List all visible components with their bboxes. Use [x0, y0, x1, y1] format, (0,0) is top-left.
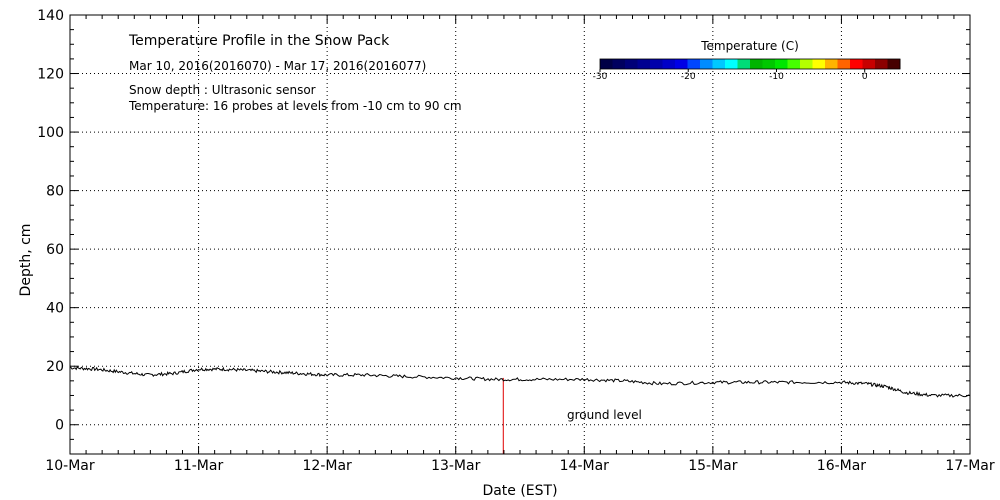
colorbar-cell	[600, 59, 613, 69]
axes-layer	[69, 14, 971, 455]
note-snow-depth: Snow depth : Ultrasonic sensor	[129, 83, 316, 97]
colorbar-title: Temperature (C)	[700, 39, 799, 53]
y-tick-label: 60	[46, 242, 64, 258]
temperature-colorbar: Temperature (C) -30 -20 -10 0	[593, 39, 901, 82]
y-tick-label: 20	[46, 359, 64, 375]
x-tick-label: 15-Mar	[688, 458, 738, 474]
ticks-layer: 0 20 40 60 80 100 120 140 10-Mar 11-Mar 12-Mar 13-M…	[37, 8, 995, 474]
y-tick-label: 40	[46, 301, 64, 317]
chart-subtitle: Mar 10, 2016(2016070) - Mar 17, 2016(201…	[129, 59, 426, 73]
x-tick-label: 17-Mar	[945, 458, 995, 474]
header-text-block: Temperature Profile in the Snow Pack Mar…	[128, 33, 462, 113]
colorbar-cell	[862, 59, 876, 69]
y-tick-label: 0	[55, 418, 64, 434]
colorbar-cell	[775, 59, 788, 69]
colorbar-tick-label: -10	[769, 72, 784, 82]
grid-layer	[70, 15, 970, 454]
colorbar-frame	[599, 58, 901, 70]
x-axis-label: Date (EST)	[482, 483, 557, 499]
colorbar-cell	[675, 59, 688, 69]
colorbar-cell	[612, 59, 626, 69]
ground-level-annotation: ground level	[567, 408, 642, 422]
colorbar-cell	[875, 59, 888, 69]
colorbar-ticks: -30 -20 -10 0	[593, 69, 868, 82]
colorbar-cell	[712, 59, 726, 69]
colorbar-cell	[762, 59, 776, 69]
colorbar-tick-label: -30	[593, 72, 608, 82]
x-tick-label: 11-Mar	[174, 458, 224, 474]
x-tick-label: 10-Mar	[45, 458, 95, 474]
colorbar-cell	[837, 59, 851, 69]
plot-frame	[69, 14, 971, 455]
y-tick-label: 100	[37, 125, 64, 141]
x-tick-label: 16-Mar	[817, 458, 867, 474]
x-tick-label: 13-Mar	[431, 458, 481, 474]
colorbar-cell	[662, 59, 676, 69]
colorbar-cell	[812, 59, 826, 69]
colorbar-cell	[700, 59, 713, 69]
note-temperature: Temperature: 16 probes at levels from -1…	[128, 99, 462, 113]
colorbar-tick-label: 0	[862, 72, 868, 82]
colorbar-cell	[887, 59, 901, 69]
colorbar-cell	[787, 59, 801, 69]
snow-depth-line	[69, 366, 971, 398]
y-axis-label: Depth, cm	[18, 224, 34, 297]
y-tick-label: 120	[37, 67, 64, 83]
colorbar-cell	[625, 59, 638, 69]
colorbar-cell	[825, 59, 838, 69]
x-tick-label: 14-Mar	[560, 458, 610, 474]
colorbar-cell	[850, 59, 863, 69]
colorbar-cells	[599, 58, 901, 70]
x-tick-label: 12-Mar	[303, 458, 353, 474]
colorbar-cell	[737, 59, 751, 69]
colorbar-cell	[800, 59, 813, 69]
y-tick-label: 80	[46, 184, 64, 200]
colorbar-cell	[750, 59, 763, 69]
chart-title: Temperature Profile in the Snow Pack	[128, 33, 390, 49]
y-tick-label: 140	[37, 8, 64, 24]
colorbar-cell	[687, 59, 701, 69]
colorbar-cell	[650, 59, 663, 69]
colorbar-cell	[637, 59, 651, 69]
colorbar-cell	[725, 59, 738, 69]
series-layer	[69, 366, 971, 454]
colorbar-tick-label: -20	[681, 72, 696, 82]
